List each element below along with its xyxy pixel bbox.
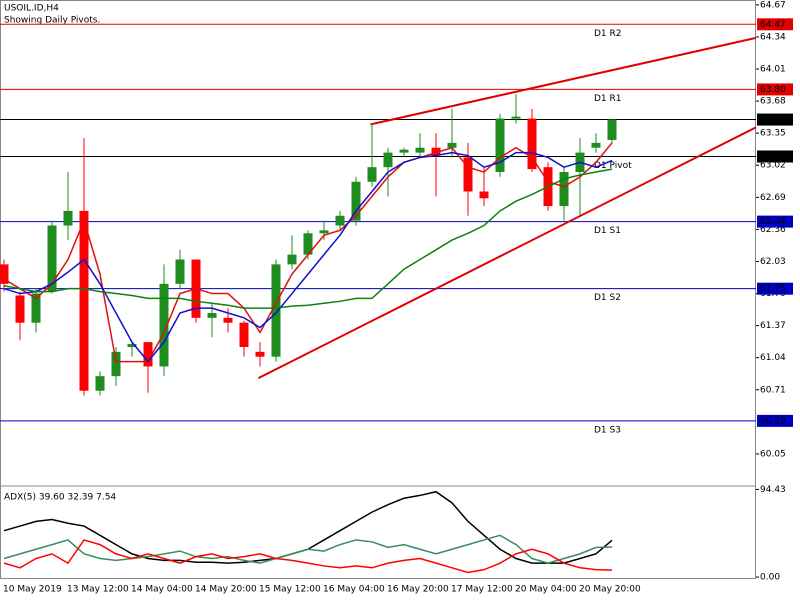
candle-body xyxy=(367,167,377,182)
trendline xyxy=(257,126,757,380)
x-tick-label: 20 May 20:00 xyxy=(579,585,641,595)
pivot-box xyxy=(757,83,793,96)
candle-body xyxy=(63,210,73,226)
chart-title: USOIL.ID,H4 xyxy=(4,4,59,14)
candle-body xyxy=(175,259,185,284)
pivot-label: 63.11 xyxy=(760,152,786,162)
candle-body xyxy=(31,293,41,323)
pivot-label: 64.47 xyxy=(760,20,786,30)
y-tick-label: 0.00 xyxy=(760,573,780,583)
pivot-box xyxy=(757,215,793,228)
pivot-label: 63.80 xyxy=(760,85,786,95)
x-tick-label: 16 May 20:00 xyxy=(387,585,449,595)
candle-body xyxy=(463,157,473,192)
y-tick-label: 62.03 xyxy=(760,257,786,267)
candle-body xyxy=(287,254,297,265)
y-tick-label: 60.71 xyxy=(760,385,786,395)
candle-body xyxy=(255,351,265,357)
plot-frame xyxy=(0,0,756,579)
moving-average xyxy=(3,151,613,363)
candle-body xyxy=(383,152,393,168)
candle-body xyxy=(143,342,153,367)
candle-body xyxy=(431,147,441,156)
x-tick-label: 13 May 12:00 xyxy=(67,585,129,595)
candle-body xyxy=(351,181,361,221)
y-tick-label: 62.69 xyxy=(760,193,786,203)
current-price-box xyxy=(757,113,793,126)
pivot-label: 62.44 xyxy=(760,217,786,227)
pivot-label: 61.75 xyxy=(760,284,786,294)
candle-body xyxy=(447,142,457,148)
candle-body xyxy=(559,172,569,207)
y-tick-label: 64.01 xyxy=(760,65,786,75)
candle-body xyxy=(0,264,9,284)
candle-body xyxy=(239,322,249,348)
x-tick-label: 20 May 04:00 xyxy=(515,585,577,595)
candle-body xyxy=(111,351,121,377)
moving-average xyxy=(3,168,613,309)
chart-subtitle: Showing Daily Pivots. xyxy=(4,16,100,26)
moving-average xyxy=(3,142,613,363)
x-tick-label: 14 May 04:00 xyxy=(131,585,193,595)
x-tick-label: 16 May 04:00 xyxy=(323,585,385,595)
y-tick-label: 62.36 xyxy=(760,225,786,235)
candle-body xyxy=(271,264,281,357)
pivot-name: D1 S2 xyxy=(594,293,621,303)
candle-body xyxy=(591,142,601,148)
x-tick-label: 15 May 12:00 xyxy=(259,585,321,595)
pivot-name: D1 S1 xyxy=(594,226,621,236)
candle-body xyxy=(495,118,505,173)
candle-body xyxy=(95,376,105,391)
adx-line xyxy=(3,539,613,574)
pivot-label: 60.39 xyxy=(760,416,786,426)
y-tick-label: 61.37 xyxy=(760,321,786,331)
y-tick-label: 64.67 xyxy=(760,0,786,10)
y-tick-label: 60.05 xyxy=(760,449,786,459)
candle-body xyxy=(15,295,25,323)
y-tick-label: 63.35 xyxy=(760,129,786,139)
current-price-label: 63.49 xyxy=(760,115,786,125)
y-tick-label: 63.68 xyxy=(760,97,786,107)
candle-body xyxy=(479,191,489,199)
pivot-name: D1 Pivot xyxy=(594,161,632,171)
candle-body xyxy=(303,233,313,255)
pivot-name: D1 S3 xyxy=(594,425,621,435)
candle-body xyxy=(127,344,137,348)
x-tick-label: 10 May 2019 xyxy=(3,585,62,595)
candle-body xyxy=(415,147,425,153)
pivot-box xyxy=(757,282,793,295)
candle-body xyxy=(207,312,217,318)
y-tick-label: 63.02 xyxy=(760,161,786,171)
pivot-box xyxy=(757,18,793,31)
candle-body xyxy=(223,317,233,323)
candle-body xyxy=(527,118,537,170)
candle-body xyxy=(319,230,329,234)
pivot-name: D1 R2 xyxy=(594,29,622,39)
trendline xyxy=(370,36,757,126)
candle-body xyxy=(159,283,169,367)
x-tick-label: 17 May 12:00 xyxy=(451,585,513,595)
candle-body xyxy=(511,116,521,119)
candle-body xyxy=(47,225,57,292)
y-tick-label: 94.43 xyxy=(760,485,786,495)
x-tick-label: 14 May 20:00 xyxy=(195,585,257,595)
pivot-box xyxy=(757,414,793,427)
candle-body xyxy=(607,119,617,140)
candle-body xyxy=(399,149,409,153)
y-tick-label: 64.34 xyxy=(760,32,786,42)
pivot-box xyxy=(757,150,793,163)
candle-body xyxy=(79,210,89,391)
y-tick-label: 61.04 xyxy=(760,353,786,363)
candle-body xyxy=(335,215,345,226)
pivot-name: D1 R1 xyxy=(594,94,622,104)
adx-title: ADX(5) 39.60 32.39 7.54 xyxy=(4,493,116,503)
adx-line xyxy=(3,534,613,564)
